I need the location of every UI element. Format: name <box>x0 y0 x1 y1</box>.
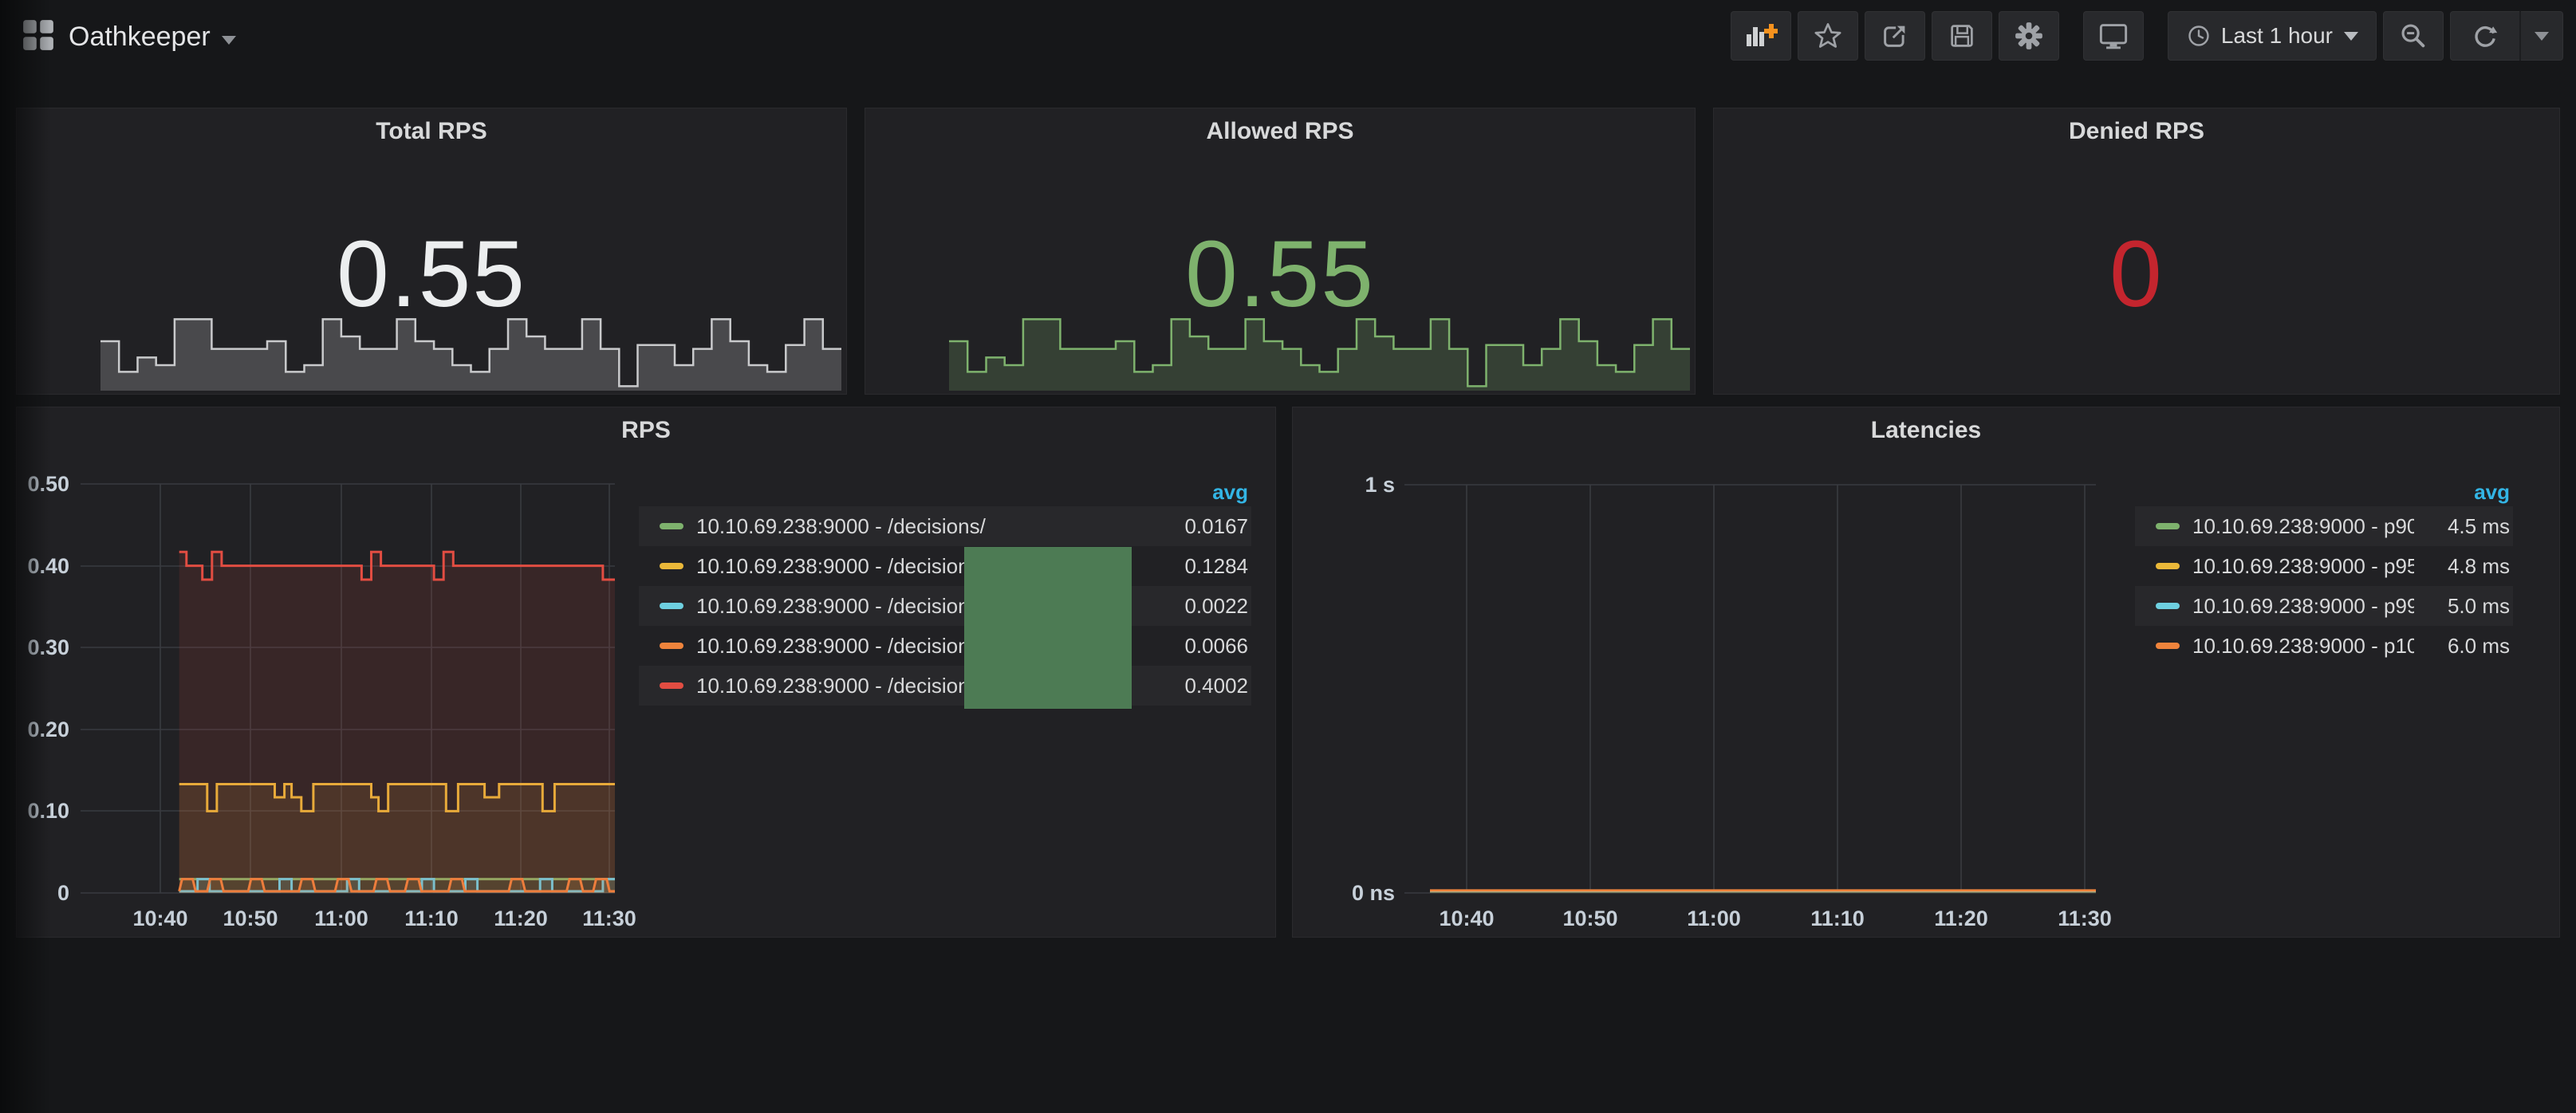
x-axis-tick-label: 11:30 <box>2058 907 2112 930</box>
navbar: Oathkeeper <box>0 0 2576 73</box>
cycle-view-button[interactable] <box>2083 11 2144 61</box>
legend-row[interactable]: 10.10.69.238:9000 - p904.5 ms <box>2135 506 2513 546</box>
save-icon <box>1948 22 1976 50</box>
time-range-picker[interactable]: Last 1 hour <box>2168 11 2377 61</box>
latencies-legend: avg 10.10.69.238:9000 - p904.5 ms10.10.6… <box>2135 478 2513 666</box>
y-axis-tick-label: 0.10 <box>27 799 69 823</box>
panel-title[interactable]: Latencies <box>1293 417 2559 444</box>
panel-latencies-graph: Latencies 0 ns 1 s 10:40 10:50 11:00 11:10 11:… <box>1292 407 2560 938</box>
legend-row[interactable]: 10.10.69.238:9000 - p995.0 ms <box>2135 586 2513 626</box>
legend-series-swatch-icon[interactable] <box>2156 643 2180 649</box>
dashboard-title[interactable]: Oathkeeper <box>69 22 211 53</box>
x-axis-tick-label: 11:20 <box>494 907 548 930</box>
refresh-interval-caret-icon <box>2535 32 2549 41</box>
stat-value: 0.55 <box>17 195 846 354</box>
x-axis-tick-label: 10:50 <box>223 907 278 930</box>
legend-row[interactable]: 10.10.69.238:9000 - /decisions/0.1284 <box>639 546 1251 586</box>
legend-row[interactable]: 10.10.69.238:9000 - p1006.0 ms <box>2135 626 2513 666</box>
legend-series-label: 10.10.69.238:9000 - p90 <box>2192 514 2414 539</box>
clock-icon <box>2186 23 2212 49</box>
bar-chart-plus-icon <box>1744 22 1778 50</box>
legend-series-label: 10.10.69.238:9000 - p100 <box>2192 634 2414 659</box>
legend-row[interactable]: 10.10.69.238:9000 - /decisions/0.0022 <box>639 586 1251 626</box>
legend-series-avg-value: 4.8 ms <box>2414 554 2510 579</box>
stat-value: 0.55 <box>865 195 1695 354</box>
refresh-button[interactable] <box>2451 11 2519 61</box>
x-axis-tick-label: 10:50 <box>1562 907 1617 930</box>
time-range-label: Last 1 hour <box>2221 23 2333 49</box>
x-axis-tick-label: 11:00 <box>314 907 368 930</box>
settings-button[interactable] <box>1999 11 2059 61</box>
x-axis-tick-label: 11:00 <box>1687 907 1741 930</box>
legend-series-swatch-icon[interactable] <box>2156 563 2180 569</box>
y-axis-tick-label: 1 s <box>1365 473 1395 497</box>
panel-title[interactable]: Allowed RPS <box>865 118 1695 145</box>
panel-title[interactable]: Total RPS <box>17 118 846 145</box>
legend-series-label: 10.10.69.238:9000 - p99 <box>2192 594 2414 619</box>
refresh-interval-dropdown[interactable] <box>2519 11 2562 61</box>
legend-series-swatch-icon[interactable] <box>2156 603 2180 609</box>
x-axis-tick-label: 10:40 <box>1439 907 1494 930</box>
panel-denied-rps: Denied RPS 0 <box>1713 108 2560 395</box>
legend-series-label: 10.10.69.238:9000 - /decisions/ <box>696 514 1152 539</box>
x-axis-tick-label: 11:20 <box>1934 907 1988 930</box>
legend-series-avg-value: 5.0 ms <box>2414 594 2510 619</box>
x-axis-tick-label: 11:10 <box>404 907 459 930</box>
refresh-split-button <box>2450 11 2563 61</box>
legend-series-label: 10.10.69.238:9000 - p95 <box>2192 554 2414 579</box>
y-axis-tick-label: 0.40 <box>27 554 69 578</box>
add-panel-button[interactable] <box>1731 11 1791 61</box>
gear-icon <box>2015 22 2043 50</box>
star-icon <box>1814 22 1842 50</box>
panel-total-rps: Total RPS 0.55 <box>16 108 847 395</box>
y-axis-tick-label: 0 ns <box>1352 881 1395 905</box>
legend-series-avg-value: 0.0066 <box>1152 634 1248 659</box>
legend-series-avg-value: 0.1284 <box>1152 554 1248 579</box>
legend-series-swatch-icon[interactable] <box>660 682 683 689</box>
legend-row[interactable]: 10.10.69.238:9000 - /decisions/0.4002 <box>639 666 1251 706</box>
x-axis-tick-label: 10:40 <box>132 907 187 930</box>
y-axis-tick-label: 0.20 <box>27 718 69 741</box>
legend-row[interactable]: 10.10.69.238:9000 - p954.8 ms <box>2135 546 2513 586</box>
legend-series-avg-value: 6.0 ms <box>2414 634 2510 659</box>
legend-avg-header[interactable]: avg <box>2135 478 2513 506</box>
legend-series-avg-value: 0.4002 <box>1152 674 1248 698</box>
legend-series-avg-value: 0.0022 <box>1152 594 1248 619</box>
x-axis-tick-label: 11:10 <box>1810 907 1865 930</box>
y-axis-tick-label: 0.30 <box>27 635 69 659</box>
series-area <box>179 552 615 893</box>
panel-title[interactable]: RPS <box>17 417 1275 444</box>
legend-series-swatch-icon[interactable] <box>660 563 683 569</box>
dashboard-picker-icon[interactable] <box>22 19 54 55</box>
y-axis-tick-label: 0 <box>57 881 69 905</box>
dashboard-title-caret-icon <box>222 36 236 45</box>
share-arrow-icon <box>1881 22 1909 50</box>
time-range-caret-icon <box>2344 32 2358 41</box>
share-button[interactable] <box>1865 11 1925 61</box>
x-axis-tick-label: 11:30 <box>582 907 636 930</box>
panel-rps-graph: RPS 0 0.10 0.20 0.30 0.40 0.50 10:40 10:50 11:00… <box>16 407 1276 938</box>
legend-avg-header[interactable]: avg <box>639 478 1251 506</box>
y-axis-tick-label: 0.50 <box>27 472 69 496</box>
legend-series-swatch-icon[interactable] <box>2156 523 2180 529</box>
panel-title[interactable]: Denied RPS <box>1714 118 2559 145</box>
green-overlay-artifact <box>964 547 1132 709</box>
legend-row[interactable]: 10.10.69.238:9000 - /decisions/0.0167 <box>639 506 1251 546</box>
rps-legend: avg 10.10.69.238:9000 - /decisions/0.016… <box>639 478 1251 706</box>
star-button[interactable] <box>1798 11 1858 61</box>
legend-row[interactable]: 10.10.69.238:9000 - /decisions/0.0066 <box>639 626 1251 666</box>
legend-series-avg-value: 0.0167 <box>1152 514 1248 539</box>
monitor-icon <box>2098 22 2129 50</box>
legend-series-swatch-icon[interactable] <box>660 643 683 649</box>
legend-series-avg-value: 4.5 ms <box>2414 514 2510 539</box>
panel-allowed-rps: Allowed RPS 0.55 <box>865 108 1696 395</box>
zoom-out-button[interactable] <box>2383 11 2444 61</box>
stat-value: 0 <box>1714 195 2559 354</box>
refresh-icon <box>2471 22 2499 50</box>
legend-series-swatch-icon[interactable] <box>660 523 683 529</box>
legend-series-swatch-icon[interactable] <box>660 603 683 609</box>
magnifier-minus-icon <box>2399 22 2428 50</box>
save-button[interactable] <box>1932 11 1992 61</box>
